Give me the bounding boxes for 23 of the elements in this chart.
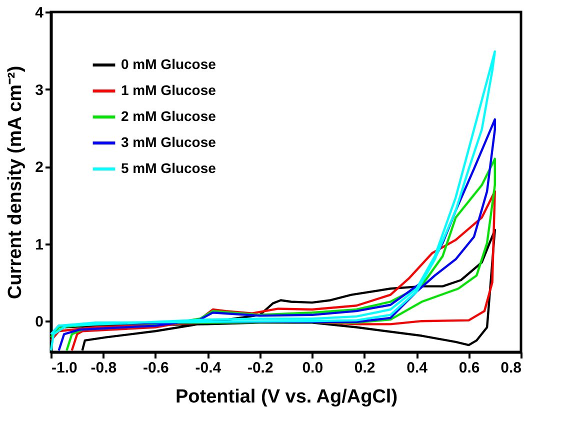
y-tick-label: 2 [35, 159, 44, 176]
x-tick-label: 0.2 [354, 360, 376, 376]
x-tick-label: 0.0 [302, 360, 324, 376]
legend-label: 2 mM Glucose [121, 108, 216, 124]
y-tick-label: 0 [35, 314, 44, 331]
x-tick-label: 0.4 [406, 360, 428, 376]
x-tick-label: 0.6 [458, 360, 480, 376]
x-tick-label: 0.8 [500, 360, 522, 376]
x-tick-label: -0.6 [143, 360, 169, 376]
line-series [50, 50, 496, 352]
x-axis-title: Potential (V vs. Ag/AgCl) [175, 386, 398, 408]
x-tick-label: -0.4 [195, 360, 222, 376]
legend-label: 0 mM Glucose [121, 56, 216, 72]
x-tick-label: -1.0 [52, 360, 78, 376]
x-tick-label: -0.8 [90, 360, 117, 376]
x-tick-label: -0.2 [247, 360, 274, 376]
legend-label: 5 mM Glucose [121, 160, 216, 176]
legend-label: 1 mM Glucose [121, 82, 216, 98]
y-tick-label: 1 [35, 236, 44, 254]
y-tick-label: 3 [35, 82, 44, 99]
y-axis-title: Current density (mA cm⁻²) [5, 66, 26, 300]
legend-label: 3 mM Glucose [121, 134, 216, 150]
y-tick-label: 4 [35, 4, 44, 22]
